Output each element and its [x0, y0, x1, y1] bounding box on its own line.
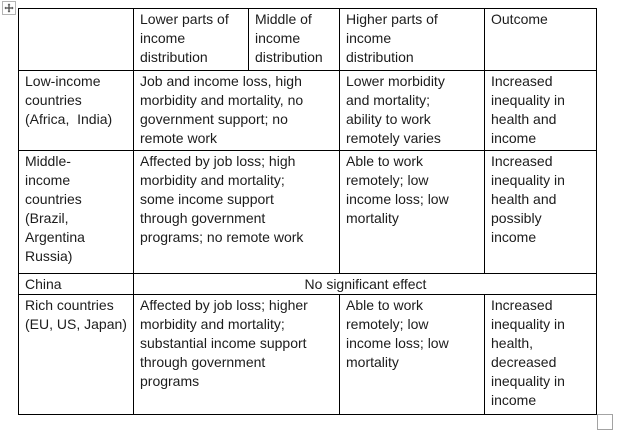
table-header-row: Lower parts of income distribution Middl… — [18, 8, 597, 71]
rich-higher-cell[interactable]: Able to work remotely; low income loss; … — [339, 294, 485, 415]
middle-income-label-cell[interactable]: Middle- income countries (Brazil, Argent… — [18, 150, 134, 274]
rich-label-cell[interactable]: Rich countries (EU, US, Japan) — [18, 294, 134, 415]
header-middle[interactable]: Middle of income distribution — [248, 8, 340, 71]
low-income-outcome-cell[interactable]: Increased inequality in health and incom… — [484, 70, 597, 151]
low-income-lower-middle-cell[interactable]: Job and income loss, high morbidity and … — [133, 70, 340, 151]
corner-header-cell[interactable] — [18, 8, 134, 71]
low-income-label-cell[interactable]: Low-income countries (Africa, India) — [18, 70, 134, 151]
middle-income-outcome-cell[interactable]: Increased inequality in health and possi… — [484, 150, 597, 274]
header-higher-parts[interactable]: Higher parts of income distribution — [339, 8, 485, 71]
row-china: China No significant effect — [18, 273, 597, 295]
header-lower-parts[interactable]: Lower parts of income distribution — [133, 8, 249, 71]
row-middle-income: Middle- income countries (Brazil, Argent… — [18, 150, 597, 274]
table-resize-handle[interactable] — [597, 414, 613, 430]
comparison-table: Lower parts of income distribution Middl… — [18, 8, 597, 415]
china-effect-cell[interactable]: No significant effect — [133, 273, 597, 295]
row-low-income: Low-income countries (Africa, India) Job… — [18, 70, 597, 151]
rich-lower-middle-cell[interactable]: Affected by job loss; higher morbidity a… — [133, 294, 340, 415]
middle-income-lower-middle-cell[interactable]: Affected by job loss; high morbidity and… — [133, 150, 340, 274]
rich-outcome-cell[interactable]: Increased inequality in health, decrease… — [484, 294, 597, 415]
middle-income-higher-cell[interactable]: Able to work remotely; low income loss; … — [339, 150, 485, 274]
china-label-cell[interactable]: China — [18, 273, 134, 295]
table-move-handle[interactable] — [2, 1, 16, 15]
move-icon — [4, 3, 14, 13]
low-income-higher-cell[interactable]: Lower morbidity and mortality; ability t… — [339, 70, 485, 151]
header-outcome[interactable]: Outcome — [484, 8, 597, 71]
row-rich-countries: Rich countries (EU, US, Japan) Affected … — [18, 294, 597, 415]
